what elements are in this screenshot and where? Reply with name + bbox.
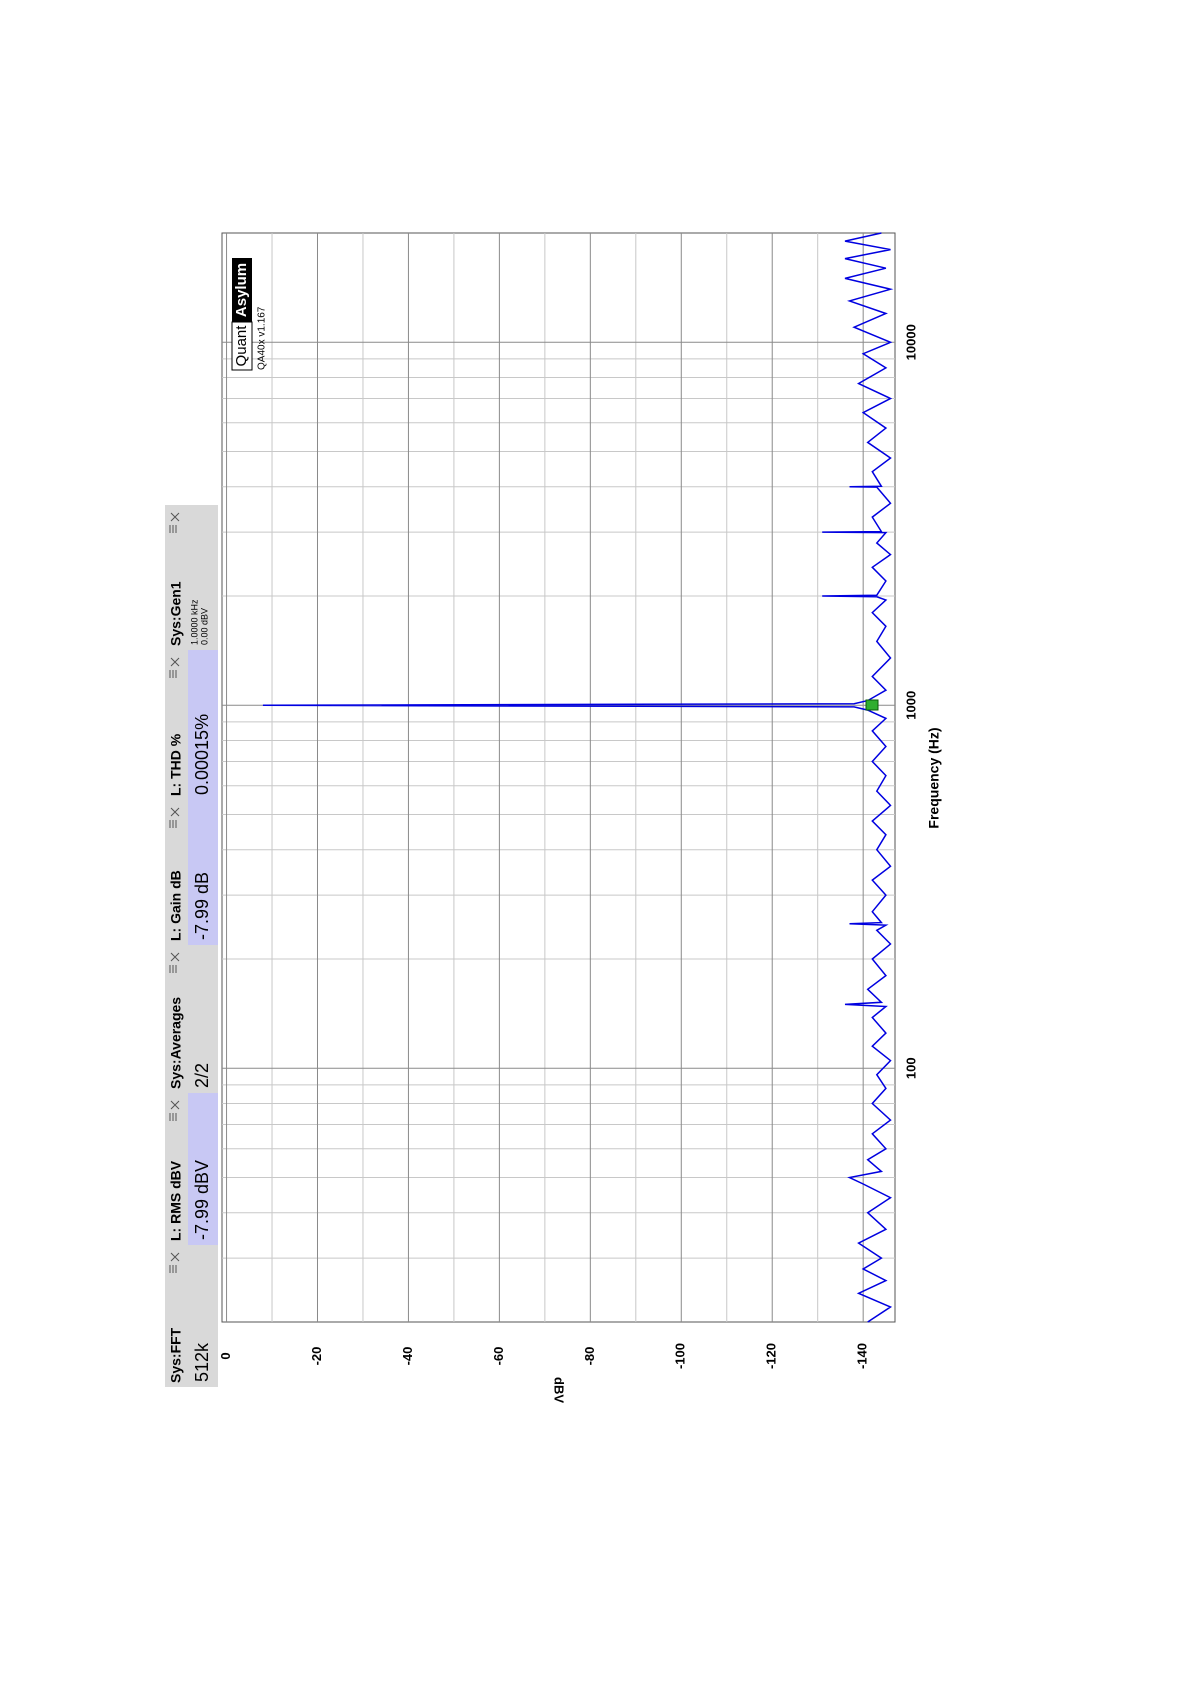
close-icon [170, 807, 180, 817]
readout-name: L: RMS dBV [168, 1160, 184, 1241]
readout-name: Sys:Gen1 [168, 581, 184, 646]
logo-text: Asylum [233, 263, 250, 317]
readout-icons [169, 1252, 180, 1273]
marker [865, 699, 879, 711]
readout-value: -7.99 dB [192, 872, 212, 940]
close-icon [170, 1252, 180, 1262]
y-tick-label: -40 [400, 1347, 415, 1366]
logo: Quant Asylum QA40x v1.167 [231, 258, 268, 371]
readout-value-box [188, 505, 218, 650]
close-icon [170, 657, 180, 667]
readout-value: 512k [192, 1342, 212, 1382]
readout-icons [169, 657, 180, 678]
readout-name: L: Gain dB [168, 870, 184, 941]
readout-icons [169, 952, 180, 973]
readout-value: 0.00015% [192, 714, 212, 795]
logo-box-dark [232, 258, 252, 322]
readout-name: L: THD % [168, 733, 184, 796]
readout-value: -7.99 dBV [192, 1160, 212, 1240]
y-tick-label: -100 [673, 1343, 688, 1369]
x-axis-label: Frequency (Hz) [926, 727, 942, 828]
readout-value-box [188, 650, 218, 800]
y-axis-label: dBV [552, 1377, 567, 1403]
y-tick-label: 0 [218, 1352, 233, 1359]
x-tick-label: 10000 [903, 324, 918, 360]
readout-icons [169, 512, 180, 533]
readout-value-box [188, 800, 218, 945]
x-tick-label: 100 [903, 1057, 918, 1079]
close-icon [170, 1100, 180, 1110]
readout-value-box [188, 945, 218, 1093]
readout-header [165, 1093, 188, 1245]
readout-header [165, 650, 188, 800]
y-tick-label: -120 [764, 1343, 779, 1369]
readout-icons [169, 807, 180, 828]
y-tick-label: -60 [491, 1347, 506, 1366]
readout-value: 1.0000 kHz [189, 599, 199, 645]
readout-header [165, 800, 188, 945]
readout-header [165, 1245, 188, 1387]
plot-area [221, 232, 896, 1323]
y-tick-label: -80 [582, 1347, 597, 1366]
readout-value: 2/2 [192, 1063, 212, 1088]
close-icon [170, 952, 180, 962]
readout-header [165, 505, 188, 650]
readout-icons [169, 1100, 180, 1121]
version-text: QA40x v1.167 [257, 306, 268, 370]
spectrum-line [262, 232, 894, 1323]
close-icon [170, 512, 180, 522]
readout-value: 0.00 dBV [199, 608, 209, 645]
readout-name: Sys:Averages [168, 997, 184, 1089]
readout-value-box [188, 1093, 218, 1245]
y-tick-label: -140 [855, 1343, 870, 1369]
readout-name: Sys:FFT [168, 1327, 184, 1383]
logo-text: Quant [233, 325, 250, 367]
x-tick-label: 1000 [903, 691, 918, 720]
readout-header [165, 945, 188, 1093]
readout-value-box [188, 1245, 218, 1387]
y-tick-label: -20 [309, 1347, 324, 1366]
